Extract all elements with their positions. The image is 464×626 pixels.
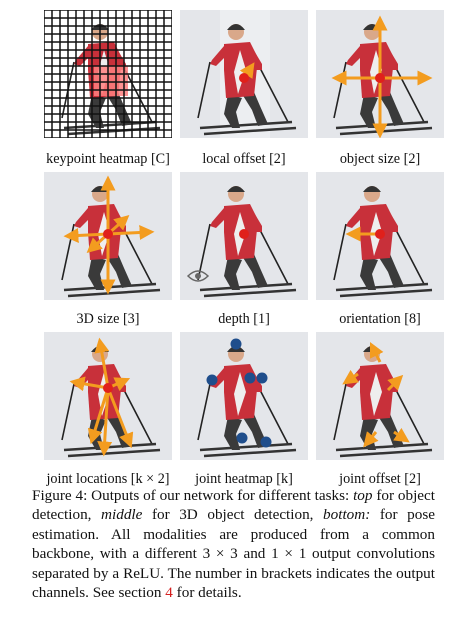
- label-keypoint-heatmap: keypoint heatmap [C]: [46, 151, 170, 167]
- joint-heatmap-image: [180, 332, 308, 460]
- label-joint-heatmap: joint heatmap [k]: [195, 471, 293, 487]
- joint-dot: [230, 338, 242, 350]
- caption-text-4: for pose estimation. All modalities are …: [32, 506, 435, 602]
- joint-dot: [244, 372, 256, 384]
- keypoint-heatmap-image: [44, 10, 172, 138]
- center-point: [375, 229, 385, 239]
- 3d-size-image: [44, 172, 172, 300]
- label-3d-size: 3D size [3]: [76, 311, 140, 327]
- label-joint-offset: joint offset [2]: [339, 471, 421, 487]
- object-size-image: [316, 10, 444, 138]
- panel-joint-locations: [44, 332, 172, 460]
- orientation-image: [316, 172, 444, 300]
- joint-locations-image: [44, 332, 172, 460]
- panel-depth: [180, 172, 308, 300]
- caption-text-3: for 3D object detection,: [142, 506, 324, 524]
- center-point: [239, 73, 249, 83]
- panel-joint-heatmap: [180, 332, 308, 460]
- eye-icon: [186, 270, 210, 282]
- center-point: [239, 229, 249, 239]
- joint-offset-image: [316, 332, 444, 460]
- label-orientation: orientation [8]: [339, 311, 421, 327]
- panel-keypoint-heatmap: [44, 10, 172, 138]
- caption-middle: middle: [101, 506, 143, 524]
- joint-dot: [236, 432, 248, 444]
- panel-3d-size: [44, 172, 172, 300]
- panel-object-size: [316, 10, 444, 138]
- panel-joint-offset: [316, 332, 444, 460]
- caption-top: top: [353, 487, 373, 504]
- panel-orientation: [316, 172, 444, 300]
- caption-text-2: for object detection,: [32, 487, 435, 524]
- section-reference-link[interactable]: 4: [165, 584, 173, 602]
- label-object-size: object size [2]: [339, 151, 421, 167]
- joint-dot: [206, 374, 218, 386]
- local-offset-image: [180, 10, 308, 138]
- center-point: [103, 383, 113, 393]
- joint-dot: [260, 436, 272, 448]
- joint-dot: [256, 372, 268, 384]
- caption-text-5: for details.: [172, 584, 242, 602]
- label-joint-locations: joint locations [k × 2]: [46, 471, 170, 487]
- center-point: [375, 73, 385, 83]
- caption-text-1: Outputs of our network for different tas…: [87, 487, 354, 504]
- depth-image: [180, 172, 308, 300]
- caption-bottom: bottom:: [323, 506, 371, 524]
- label-local-offset: local offset [2]: [202, 151, 286, 167]
- figure-caption: Figure 4: Outputs of our network for dif…: [32, 486, 435, 602]
- label-depth: depth [1]: [218, 311, 270, 327]
- panel-local-offset: [180, 10, 308, 138]
- figure-label: Figure 4:: [32, 487, 88, 504]
- center-point: [103, 229, 113, 239]
